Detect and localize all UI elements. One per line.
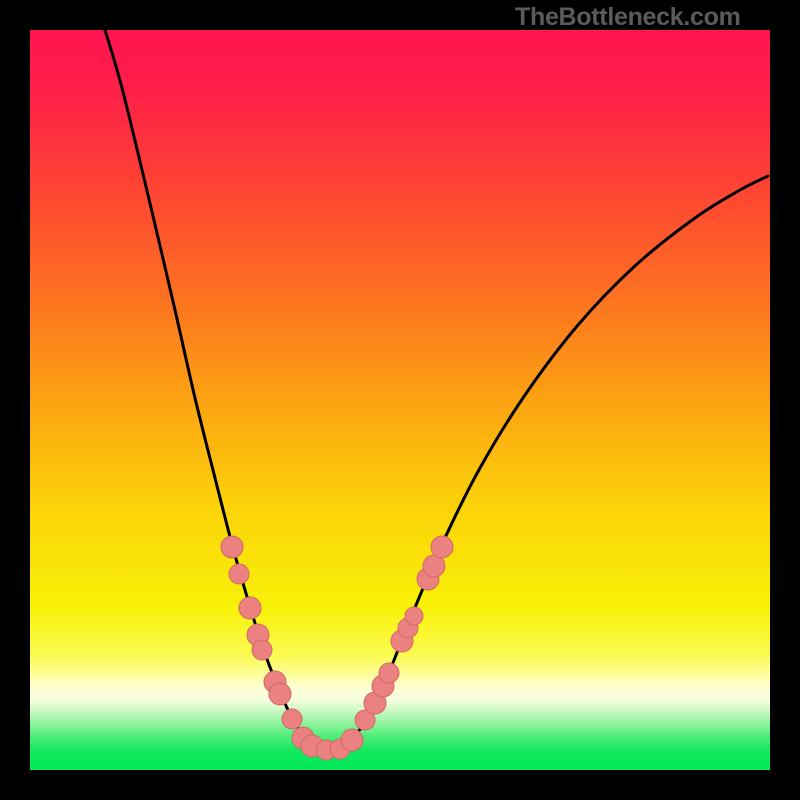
data-marker [239,597,261,619]
data-marker [405,607,423,625]
data-marker [221,536,243,558]
data-marker [269,683,291,705]
gradient-background [30,30,770,770]
watermark-text: TheBottleneck.com [515,3,741,32]
data-marker [229,564,249,584]
plot-svg [30,30,770,770]
data-marker [379,663,399,683]
data-marker [252,640,272,660]
data-marker [341,729,363,751]
data-marker [431,536,453,558]
data-marker [282,709,302,729]
